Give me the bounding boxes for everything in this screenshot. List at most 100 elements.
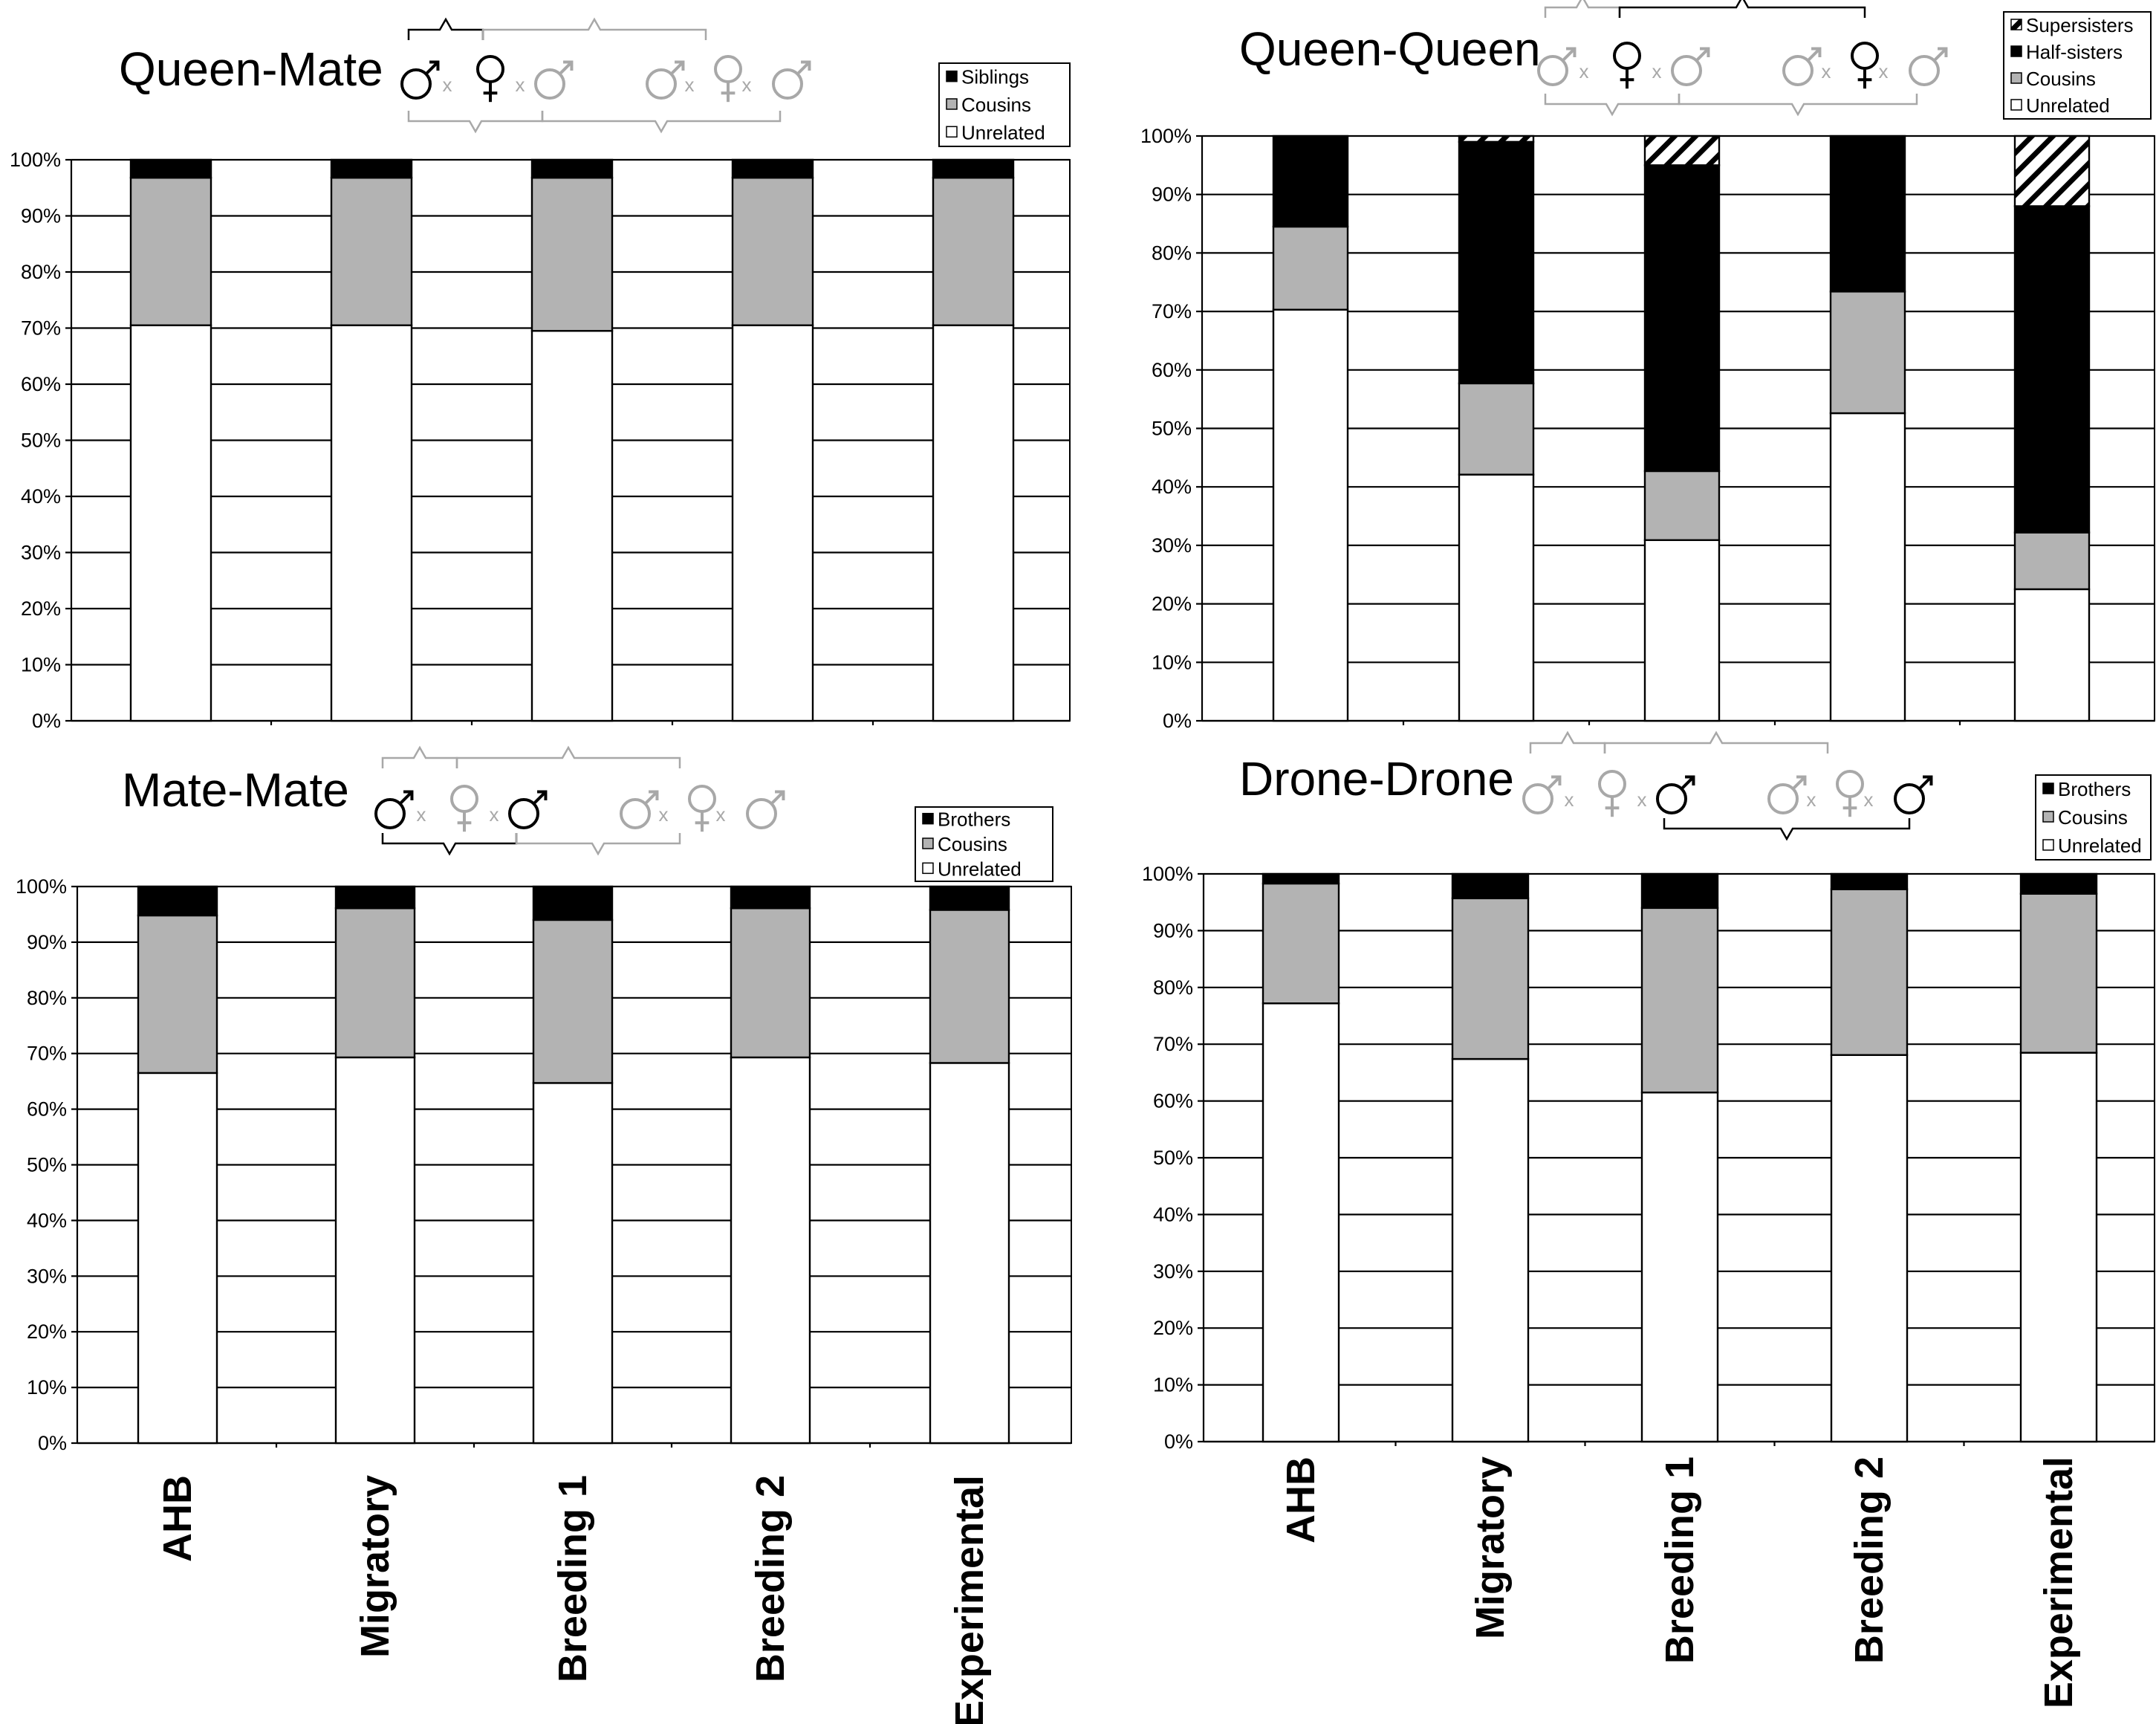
legend-label: Cousins — [2058, 806, 2128, 829]
bar-segment-unrelated — [137, 1072, 218, 1445]
cross-mark-icon: x — [659, 803, 669, 826]
female-symbol-icon — [1836, 770, 1864, 817]
y-tick-label: 80% — [27, 987, 67, 1009]
male-arrow-head — [1923, 775, 1933, 785]
chart-title: Queen-Mate — [119, 42, 383, 96]
male-arrow-shaft — [532, 791, 547, 806]
bar-segment-brothers — [1262, 872, 1340, 885]
male-arrow-shaft — [669, 61, 684, 76]
chart-panel: 0% 10% 20% 30% 40% 50% 60% 70% 80% 90% 100% Drone-D… — [1142, 730, 2155, 1453]
y-tick-label: 10% — [27, 1376, 67, 1399]
male-circle — [508, 798, 539, 829]
y-tick-label: 10% — [1153, 1374, 1193, 1396]
bar-segment-unrelated — [1640, 1091, 1719, 1443]
male-symbol-icon — [508, 790, 548, 829]
legend-label: Half-sisters — [2026, 41, 2123, 63]
y-tick-label: 80% — [1152, 242, 1192, 264]
x-category-label: Breeding 2 — [1847, 1456, 1892, 1664]
cross-mark-icon: x — [1807, 788, 1816, 811]
brace-icon — [455, 745, 681, 768]
cross-mark-icon: x — [1864, 788, 1874, 811]
legend-swatch — [2042, 782, 2054, 794]
female-circle — [476, 55, 504, 83]
bar-segment-unrelated — [929, 1062, 1010, 1445]
y-tick-label: 100% — [16, 875, 67, 898]
y-tick-label: 40% — [1153, 1203, 1193, 1225]
legend-label: Unrelated — [961, 121, 1045, 143]
bar-segment-siblings — [731, 158, 814, 179]
chart-panel: 0% 10% 20% 30% 40% 50% 60% 70% 80% 90% 100% Queen-M… — [10, 17, 1071, 732]
bar-segment-brothers — [1640, 872, 1719, 910]
bar-segment-cousins — [730, 907, 811, 1059]
bar-segment-brothers — [137, 885, 218, 917]
legend-swatch — [2042, 839, 2054, 851]
bar-segment-cousins — [731, 176, 814, 326]
bar-segment-unrelated — [730, 1056, 811, 1445]
male-symbol-icon — [1894, 775, 1933, 814]
legend-swatch — [946, 126, 958, 138]
male-arrow-head — [1938, 47, 1948, 57]
legend-swatch — [2010, 19, 2022, 30]
y-tick-label: 20% — [27, 1320, 67, 1343]
y-tick-label: 40% — [21, 485, 61, 508]
male-circle — [646, 68, 677, 100]
male-circle — [374, 798, 406, 829]
bar-segment-unrelated — [932, 324, 1015, 722]
bar-segment-half-sisters — [1458, 140, 1535, 385]
male-circle — [1894, 783, 1925, 814]
brace-icon — [381, 833, 518, 856]
brace-icon — [481, 17, 707, 40]
y-tick-label: 50% — [1153, 1147, 1193, 1169]
y-tick-label: 70% — [1152, 300, 1192, 323]
female-circle — [714, 55, 742, 83]
bar-segment-half-sisters — [2013, 205, 2091, 534]
y-tick-label: 0% — [1164, 1430, 1193, 1453]
male-arrow-shaft — [1918, 776, 1932, 791]
male-arrow-head — [1700, 47, 1710, 57]
y-tick-label: 80% — [21, 261, 61, 283]
y-tick-label: 70% — [21, 317, 61, 340]
x-category-label: Breeding 1 — [551, 1475, 595, 1682]
male-arrow-shaft — [643, 791, 658, 806]
male-symbol-icon — [1656, 775, 1695, 814]
male-arrow-shaft — [558, 61, 573, 76]
bar-segment-brothers — [929, 885, 1010, 911]
brace-icon — [407, 17, 484, 40]
male-symbol-icon — [772, 60, 811, 100]
male-symbol-icon — [1522, 775, 1562, 814]
bar-segment-cousins — [1643, 470, 1721, 542]
y-tick-label: 20% — [1153, 1317, 1193, 1339]
cross-mark-icon: x — [516, 74, 525, 96]
bar-segment-supersisters — [2013, 135, 2091, 207]
bar-segment-unrelated — [1451, 1057, 1530, 1443]
bar-segment-unrelated — [1458, 473, 1535, 722]
legend-label: Cousins — [938, 833, 1007, 855]
legend: Siblings Cousins Unrelated — [938, 62, 1071, 147]
male-circle — [400, 68, 432, 100]
legend-box — [938, 62, 1071, 147]
bar-segment-siblings — [129, 158, 212, 179]
male-symbol-icon — [1671, 47, 1710, 86]
x-category-label: Breeding 1 — [1657, 1456, 1702, 1664]
bar-segment-brothers — [1451, 872, 1530, 900]
cross-mark-icon: x — [1879, 60, 1889, 82]
y-tick-label: 70% — [27, 1043, 67, 1065]
y-tick-label: 90% — [1152, 184, 1192, 206]
legend-label: Cousins — [2026, 68, 2096, 90]
bar-segment-unrelated — [532, 1082, 614, 1445]
legend-box — [915, 806, 1053, 882]
male-arrow-head — [1566, 47, 1577, 57]
cross-mark-icon: x — [1565, 788, 1574, 811]
bar-segment-half-sisters — [1829, 135, 1906, 293]
chart-panel: 0% 10% 20% 30% 40% 50% 60% 70% 80% 90% 100% Queen-Q… — [1140, 0, 2155, 732]
cross-mark-icon: x — [417, 803, 426, 826]
male-arrow-head — [801, 60, 811, 71]
chart-title: Drone-Drone — [1239, 752, 1514, 806]
y-tick-label: 30% — [21, 542, 61, 564]
female-symbol-icon — [1613, 42, 1641, 89]
male-arrow-head — [537, 790, 548, 800]
male-arrow-shaft — [770, 791, 785, 806]
